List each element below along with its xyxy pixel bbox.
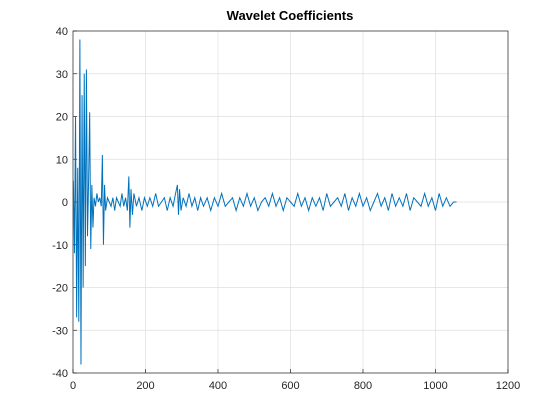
- x-tick-label: 600: [281, 380, 299, 392]
- y-tick-label: 20: [56, 112, 68, 124]
- x-tick-label: 400: [209, 380, 227, 392]
- y-tick-label: 30: [56, 69, 68, 81]
- axes-box: [72, 30, 509, 374]
- x-tick-label: 800: [354, 380, 372, 392]
- x-tick-label: 0: [70, 380, 76, 392]
- y-tick-label: -40: [52, 368, 68, 380]
- y-tick-label: 0: [62, 197, 68, 209]
- chart-title: Wavelet Coefficients: [227, 8, 354, 23]
- y-tick-label: -20: [52, 283, 68, 295]
- y-tick-label: -10: [52, 240, 68, 252]
- y-tick-label: 10: [56, 154, 68, 166]
- x-tick-label: 200: [136, 380, 154, 392]
- y-tick-label: -30: [52, 325, 68, 337]
- x-tick-label: 1200: [496, 380, 520, 392]
- y-tick-label: 40: [56, 26, 68, 38]
- data-line: [72, 39, 457, 365]
- x-tick-label: 1000: [423, 380, 447, 392]
